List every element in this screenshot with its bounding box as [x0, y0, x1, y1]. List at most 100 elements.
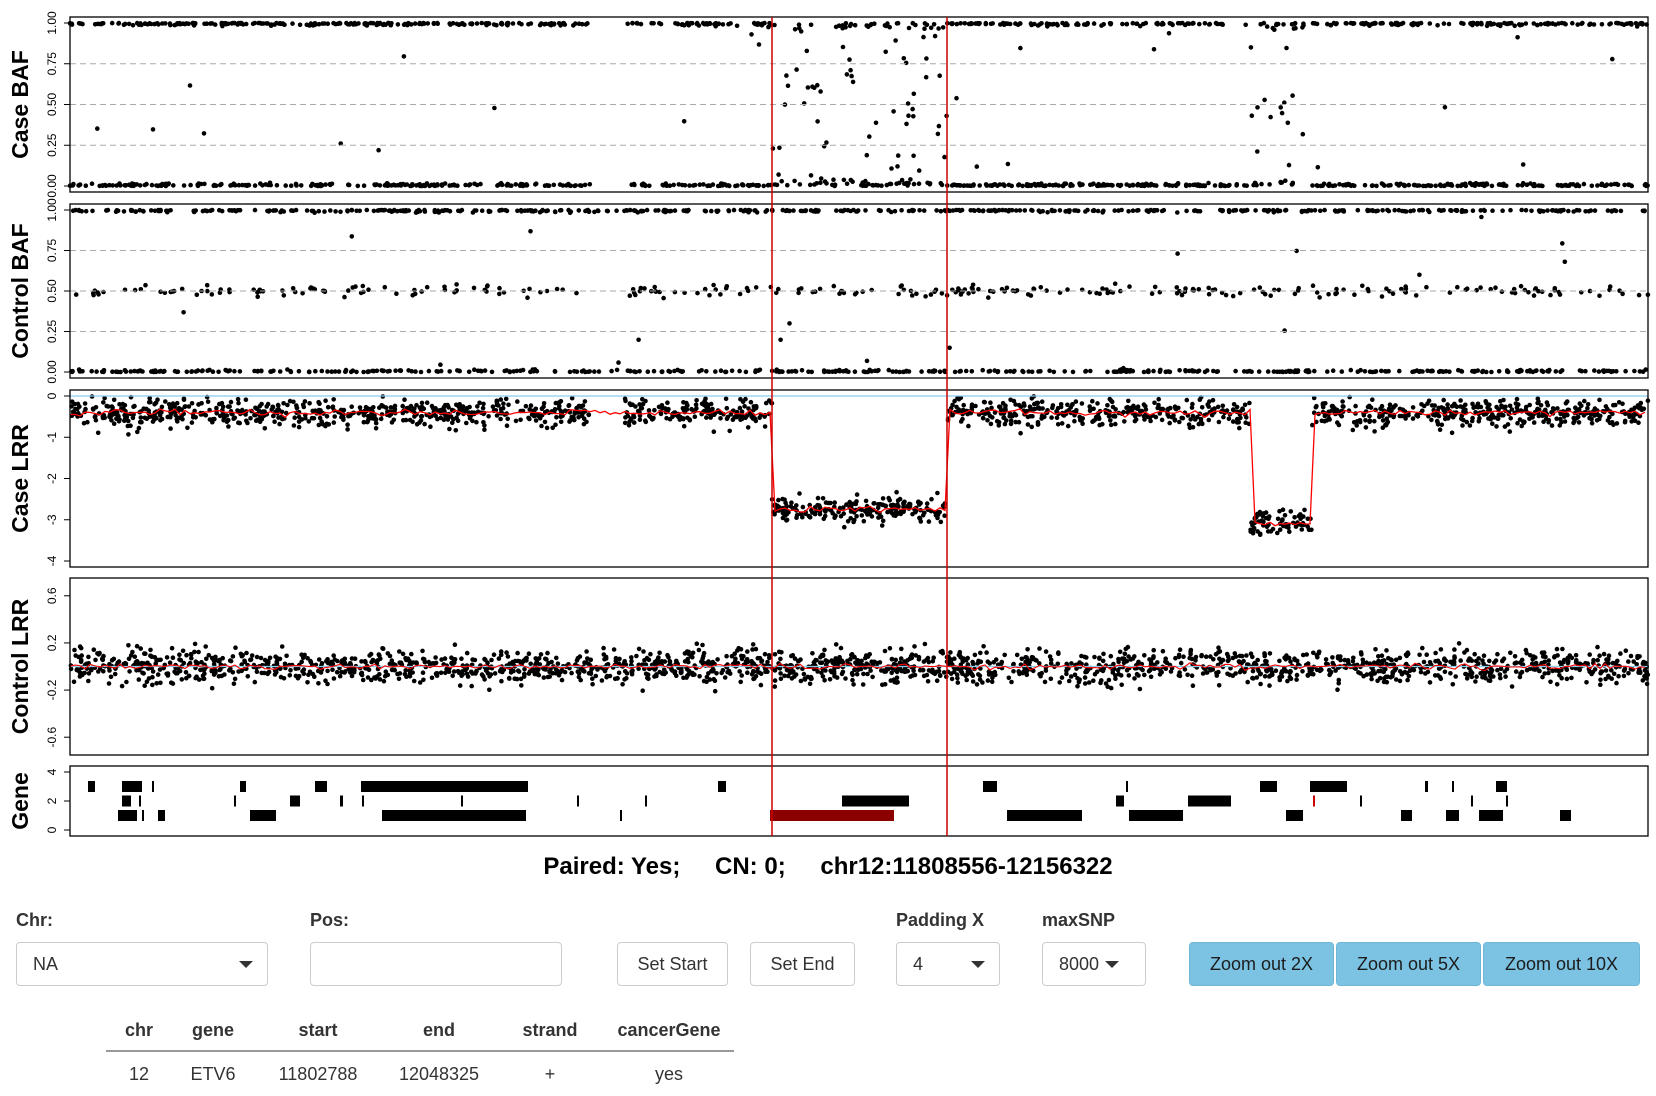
data-point [1175, 210, 1180, 215]
data-point [1441, 398, 1446, 403]
data-point [554, 415, 559, 420]
data-point [1083, 209, 1088, 214]
data-point [876, 506, 881, 511]
y-tick-label: 0.25 [45, 319, 59, 343]
data-point [1109, 21, 1114, 26]
data-point [1613, 403, 1618, 408]
data-point [1178, 647, 1183, 652]
data-point [1380, 21, 1385, 26]
data-point [1243, 420, 1248, 425]
data-point [1447, 22, 1452, 27]
data-point [704, 415, 709, 420]
data-point [848, 516, 853, 521]
data-point [802, 101, 807, 106]
data-point [781, 208, 786, 213]
data-point [425, 285, 430, 290]
data-point [317, 209, 322, 214]
data-point [1263, 674, 1268, 679]
data-point [706, 405, 711, 410]
data-point [1170, 23, 1175, 28]
data-point [952, 670, 957, 675]
data-point [849, 74, 854, 79]
data-point [1056, 422, 1061, 427]
data-point [834, 208, 839, 213]
data-point [1286, 121, 1291, 126]
data-point [741, 399, 746, 404]
data-point [1020, 184, 1025, 189]
data-point [1461, 418, 1466, 423]
data-point [423, 209, 428, 214]
data-point [863, 208, 868, 213]
data-point [202, 22, 207, 27]
data-point [140, 369, 145, 374]
data-point [1439, 184, 1444, 189]
data-point [683, 183, 688, 188]
data-point [341, 416, 346, 421]
data-point [1623, 420, 1628, 425]
data-point [975, 164, 980, 169]
data-point [402, 22, 407, 27]
data-point [186, 22, 191, 27]
data-point [927, 519, 932, 524]
data-point [758, 368, 763, 373]
data-point [482, 657, 487, 662]
data-point [350, 208, 355, 213]
data-point [1557, 208, 1562, 213]
data-point [231, 21, 236, 26]
data-point [115, 208, 120, 213]
data-point [297, 419, 302, 424]
data-point [1254, 183, 1259, 188]
data-point [454, 282, 459, 287]
data-point [1167, 414, 1172, 419]
data-point [635, 21, 640, 26]
data-point [1261, 511, 1266, 516]
data-point [748, 208, 753, 213]
data-point [1546, 369, 1551, 374]
data-point [212, 417, 217, 422]
data-point [833, 182, 838, 187]
data-point [117, 419, 122, 424]
data-point [420, 22, 425, 27]
data-point [738, 406, 743, 411]
data-point [1351, 428, 1356, 433]
data-point [1266, 517, 1271, 522]
data-point [694, 406, 699, 411]
data-point [150, 183, 155, 188]
data-point [749, 400, 754, 405]
data-point [1570, 21, 1575, 26]
data-point [939, 520, 944, 525]
data-point [876, 515, 881, 520]
data-point [83, 407, 88, 412]
data-point [1484, 370, 1489, 375]
data-point [361, 284, 366, 289]
data-point [1004, 369, 1009, 374]
data-point [1558, 423, 1563, 428]
data-point [1433, 184, 1438, 189]
data-point [578, 183, 583, 188]
data-point [1595, 658, 1600, 663]
data-point [453, 642, 458, 647]
data-point [110, 21, 115, 26]
data-point [1532, 420, 1537, 425]
data-point [799, 286, 804, 291]
data-point [950, 21, 955, 26]
data-point [997, 208, 1002, 213]
data-point [845, 72, 850, 77]
data-point [996, 369, 1001, 374]
data-point [843, 676, 848, 681]
data-point [911, 114, 916, 119]
data-point [1259, 182, 1264, 187]
data-point [1537, 208, 1542, 213]
data-point [948, 650, 953, 655]
data-point [895, 164, 900, 169]
data-point [1340, 414, 1345, 419]
data-point [1272, 27, 1277, 32]
data-point [896, 21, 901, 26]
data-point [517, 21, 522, 26]
data-point [1490, 208, 1495, 213]
data-point [361, 678, 366, 683]
data-point [374, 426, 379, 431]
data-point [1057, 680, 1062, 685]
data-point [810, 510, 815, 515]
data-point [1607, 22, 1612, 27]
